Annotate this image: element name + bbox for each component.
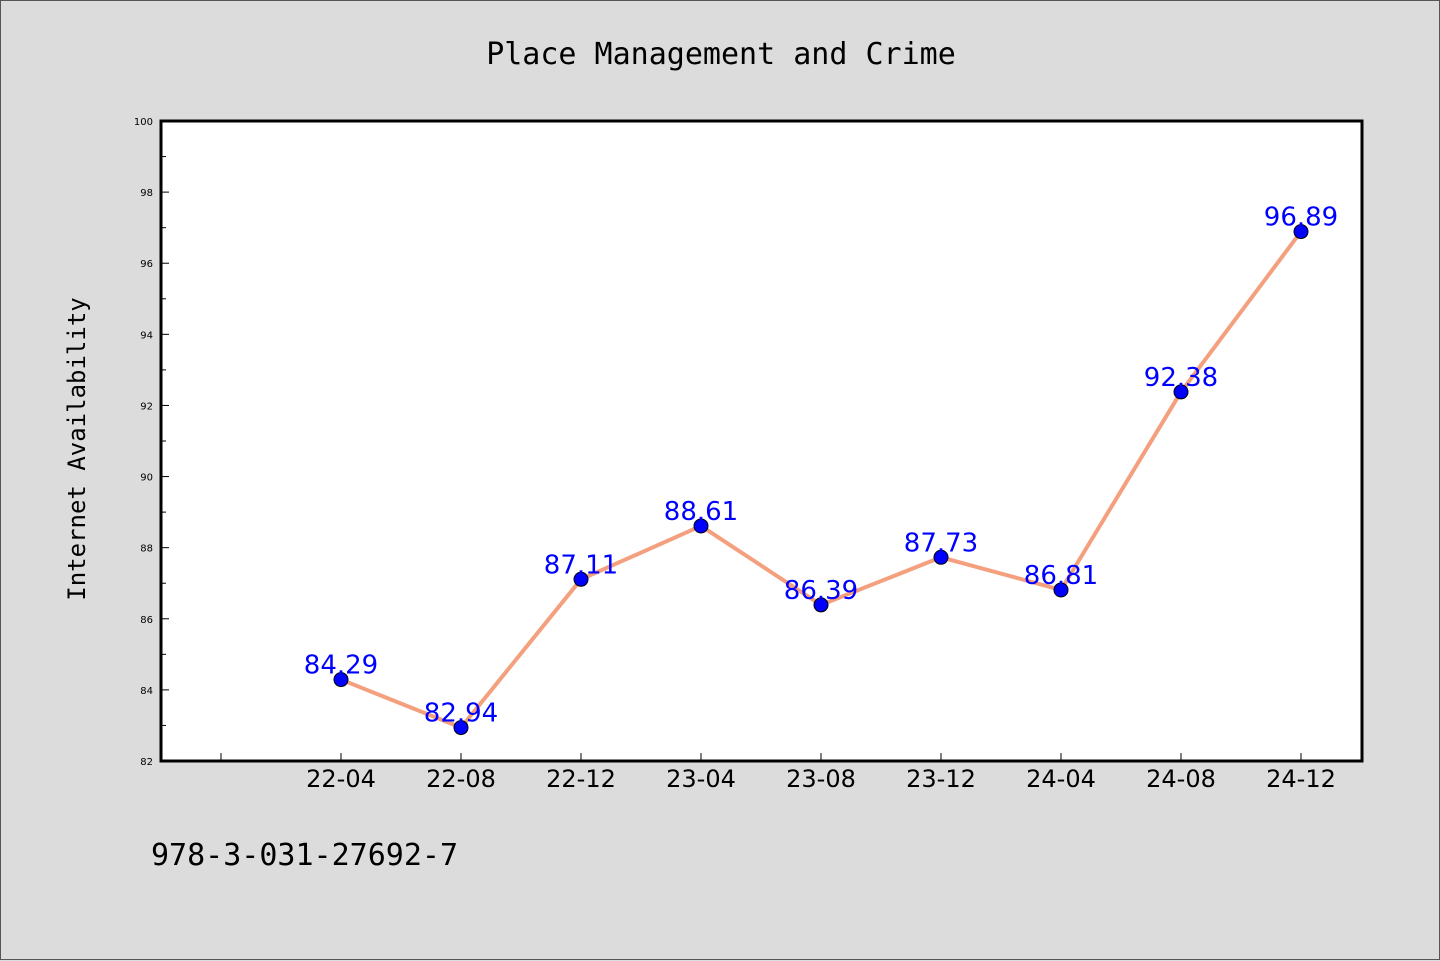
y-tick-label: 92 (140, 401, 153, 412)
data-label: 86.39 (784, 576, 858, 606)
x-axis-ticks: 22-04 22-08 22-12 23-04 23-08 23-12 24-04 24-08… (220, 753, 1336, 793)
data-point (1053, 582, 1069, 598)
data-label: 86.81 (1024, 561, 1098, 591)
y-tick-label: 86 (140, 615, 153, 626)
data-label: 87.73 (904, 528, 978, 558)
data-point (813, 597, 829, 613)
x-tick-label: 22-08 (426, 765, 496, 793)
x-tick-label: 22-04 (306, 765, 376, 793)
data-label: 92.38 (1144, 363, 1218, 393)
y-tick-label: 90 (140, 473, 153, 484)
data-point (693, 518, 709, 534)
data-point (453, 720, 469, 736)
y-tick-label: 96 (140, 259, 153, 270)
y-tick-label: 88 (140, 544, 153, 555)
data-point (933, 549, 949, 565)
y-tick-label: 100 (134, 117, 153, 128)
data-point (573, 571, 589, 587)
footer-isbn: 978-3-031-27692-7 (151, 838, 458, 873)
data-point (333, 672, 349, 688)
data-label: 88.61 (664, 497, 738, 527)
x-tick-label: 23-04 (666, 765, 736, 793)
data-point (1293, 224, 1309, 240)
series-markers (333, 224, 1309, 736)
data-label: 82.94 (424, 699, 498, 729)
data-label: 84.29 (304, 651, 378, 681)
data-labels: 84.29 82.94 87.11 88.61 86.39 87.73 86.81 92.38… (304, 203, 1338, 729)
chart-title: Place Management and Crime (486, 37, 956, 72)
x-tick-label: 24-12 (1266, 765, 1336, 793)
y-tick-label: 82 (140, 757, 153, 768)
x-tick-label: 23-08 (786, 765, 856, 793)
x-tick-label: 23-12 (906, 765, 976, 793)
y-tick-label: 84 (140, 686, 153, 697)
y-tick-label: 98 (140, 188, 153, 199)
data-point (1173, 384, 1189, 400)
x-tick-label: 24-04 (1026, 765, 1096, 793)
x-tick-label: 22-12 (546, 765, 616, 793)
x-tick-label: 24-08 (1146, 765, 1216, 793)
y-axis-label: Internet Availability (63, 297, 91, 600)
y-axis-ticks: 82 84 86 88 90 92 94 96 98 100 (134, 117, 169, 768)
data-label: 96.89 (1264, 203, 1338, 233)
data-label: 87.11 (544, 550, 618, 580)
y-tick-label: 94 (140, 330, 153, 341)
plot-area (159, 119, 1364, 763)
